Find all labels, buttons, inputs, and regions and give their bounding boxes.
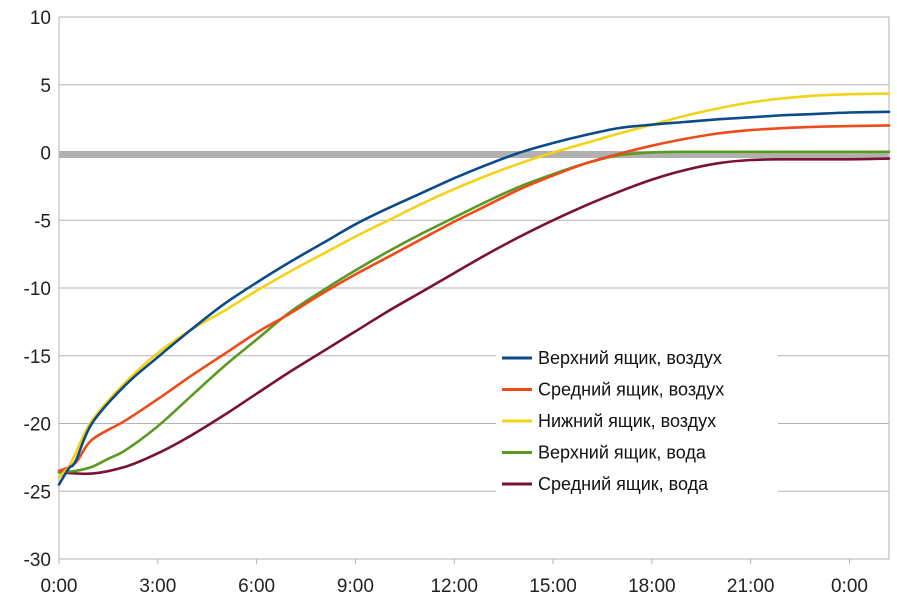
legend: Верхний ящик, воздух Средний ящик, воздух…	[496, 340, 778, 498]
x-tick-label: 9:00	[337, 576, 374, 597]
series-line-1	[57, 124, 891, 473]
y-tick-label: -20	[24, 415, 51, 436]
axes	[58, 17, 890, 564]
legend-box	[496, 340, 778, 498]
legend-label: Средний ящик, вода	[538, 474, 709, 494]
y-tick-label: -25	[24, 482, 51, 503]
series-line-4	[57, 157, 891, 476]
x-tick-label: 12:00	[430, 576, 478, 597]
legend-label: Верхний ящик, воздух	[538, 348, 722, 368]
x-tick-label: 3:00	[139, 576, 176, 597]
series-line-0	[57, 110, 891, 486]
x-tick-labels: 0:00 3:00 6:00 9:00 12:00 15:00 18:00 21:00 0:00	[41, 576, 868, 597]
y-tick-label: -30	[24, 550, 51, 571]
series-lines	[57, 92, 891, 486]
x-tick-label: 0:00	[41, 576, 78, 597]
x-tick-label: 21:00	[727, 576, 775, 597]
series-line-2	[57, 92, 891, 479]
series-line-3	[57, 150, 891, 474]
y-tick-label: 10	[30, 8, 51, 29]
y-tick-label: -10	[24, 279, 51, 300]
x-tick-label: 6:00	[238, 576, 275, 597]
x-tick-label: 18:00	[628, 576, 676, 597]
x-tick-label: 15:00	[529, 576, 577, 597]
y-tick-label: 0	[40, 144, 51, 165]
legend-label: Нижний ящик, воздух	[538, 411, 716, 431]
y-tick-label: -15	[24, 347, 51, 368]
y-tick-label: -5	[34, 211, 51, 232]
y-tick-label: 5	[40, 76, 51, 97]
x-tick-label: 0:00	[831, 576, 868, 597]
y-tick-labels: 10 5 0 -5 -10 -15 -20 -25 -30	[24, 8, 51, 571]
legend-label: Средний ящик, воздух	[538, 380, 724, 400]
legend-label: Верхний ящик, вода	[538, 443, 707, 463]
